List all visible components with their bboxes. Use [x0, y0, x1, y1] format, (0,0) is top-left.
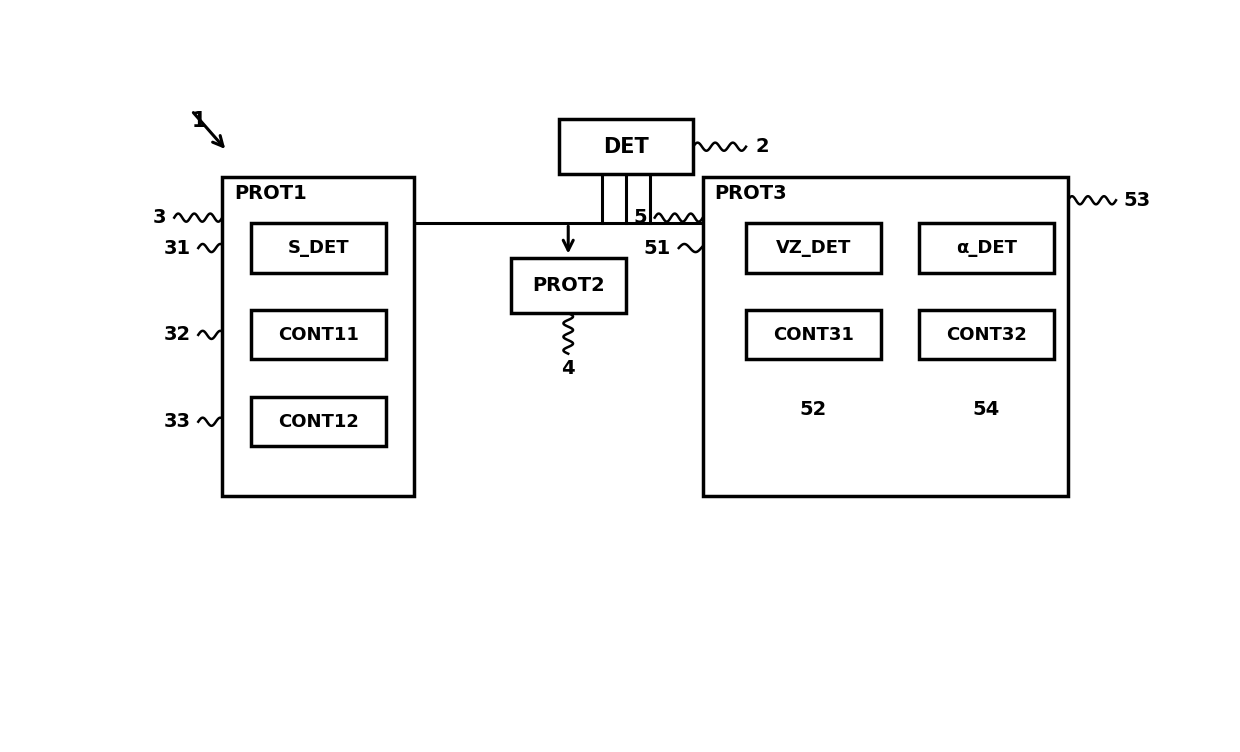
- Bar: [703, 177, 1068, 496]
- Text: 54: 54: [972, 400, 999, 419]
- Bar: [919, 311, 1054, 359]
- Bar: [746, 311, 880, 359]
- Text: VZ_DET: VZ_DET: [775, 239, 851, 257]
- Text: S_DET: S_DET: [288, 239, 350, 257]
- Text: 53: 53: [1123, 191, 1151, 210]
- Text: CONT31: CONT31: [773, 326, 853, 344]
- Bar: [746, 223, 880, 273]
- Bar: [511, 258, 626, 313]
- Bar: [250, 311, 386, 359]
- Text: 3: 3: [153, 208, 166, 227]
- Text: CONT12: CONT12: [278, 413, 358, 431]
- Text: 31: 31: [164, 238, 191, 257]
- Bar: [222, 177, 414, 496]
- Text: CONT11: CONT11: [278, 326, 358, 344]
- Text: α_DET: α_DET: [956, 239, 1017, 257]
- Bar: [250, 397, 386, 447]
- Text: 32: 32: [164, 326, 191, 344]
- Text: 5: 5: [634, 208, 647, 227]
- Text: 52: 52: [800, 400, 827, 419]
- Text: 1: 1: [191, 111, 206, 131]
- Text: DET: DET: [603, 137, 649, 156]
- Text: CONT32: CONT32: [946, 326, 1027, 344]
- Bar: [250, 223, 386, 273]
- Bar: [919, 223, 1054, 273]
- Text: PROT3: PROT3: [714, 184, 787, 203]
- Text: 4: 4: [562, 359, 575, 378]
- Bar: [558, 120, 693, 174]
- Text: PROT2: PROT2: [532, 276, 605, 296]
- Text: 2: 2: [755, 137, 769, 156]
- Text: PROT1: PROT1: [234, 184, 306, 203]
- Text: 51: 51: [644, 238, 671, 257]
- Text: 33: 33: [164, 412, 191, 431]
